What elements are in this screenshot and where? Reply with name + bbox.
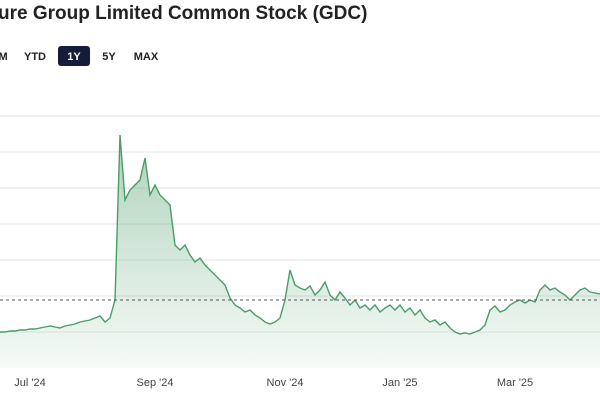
price-line (0, 134, 600, 335)
range-button[interactable]: 6M (0, 51, 8, 63)
x-tick-label: Nov '24 (267, 377, 304, 389)
range-button-label[interactable]: 1Y (67, 51, 81, 63)
range-button[interactable]: YTD (24, 51, 46, 63)
range-button-label[interactable]: 6M (0, 51, 8, 63)
range-button[interactable]: 1Y (58, 46, 90, 66)
range-buttons: 6M YTD 1Y 5Y MAX (0, 46, 159, 66)
chart-title: ure Group Limited Common Stock (GDC) (0, 3, 367, 24)
range-button-label[interactable]: MAX (134, 51, 159, 63)
range-button-label[interactable]: 5Y (102, 51, 116, 63)
x-tick-label: Sep '24 (137, 377, 174, 389)
range-button-label[interactable]: YTD (24, 51, 46, 63)
range-button[interactable]: 5Y (102, 51, 116, 63)
area-fill (0, 135, 600, 368)
range-button-bg[interactable] (58, 46, 90, 66)
x-tick-label: Jul '24 (14, 377, 45, 389)
plot (0, 134, 600, 368)
range-button[interactable]: MAX (134, 51, 159, 63)
x-axis: Jul '24 Sep '24 Nov '24 Jan '25 Mar '25 (14, 377, 533, 389)
x-tick-label: Mar '25 (497, 377, 533, 389)
x-tick-label: Jan '25 (382, 377, 417, 389)
